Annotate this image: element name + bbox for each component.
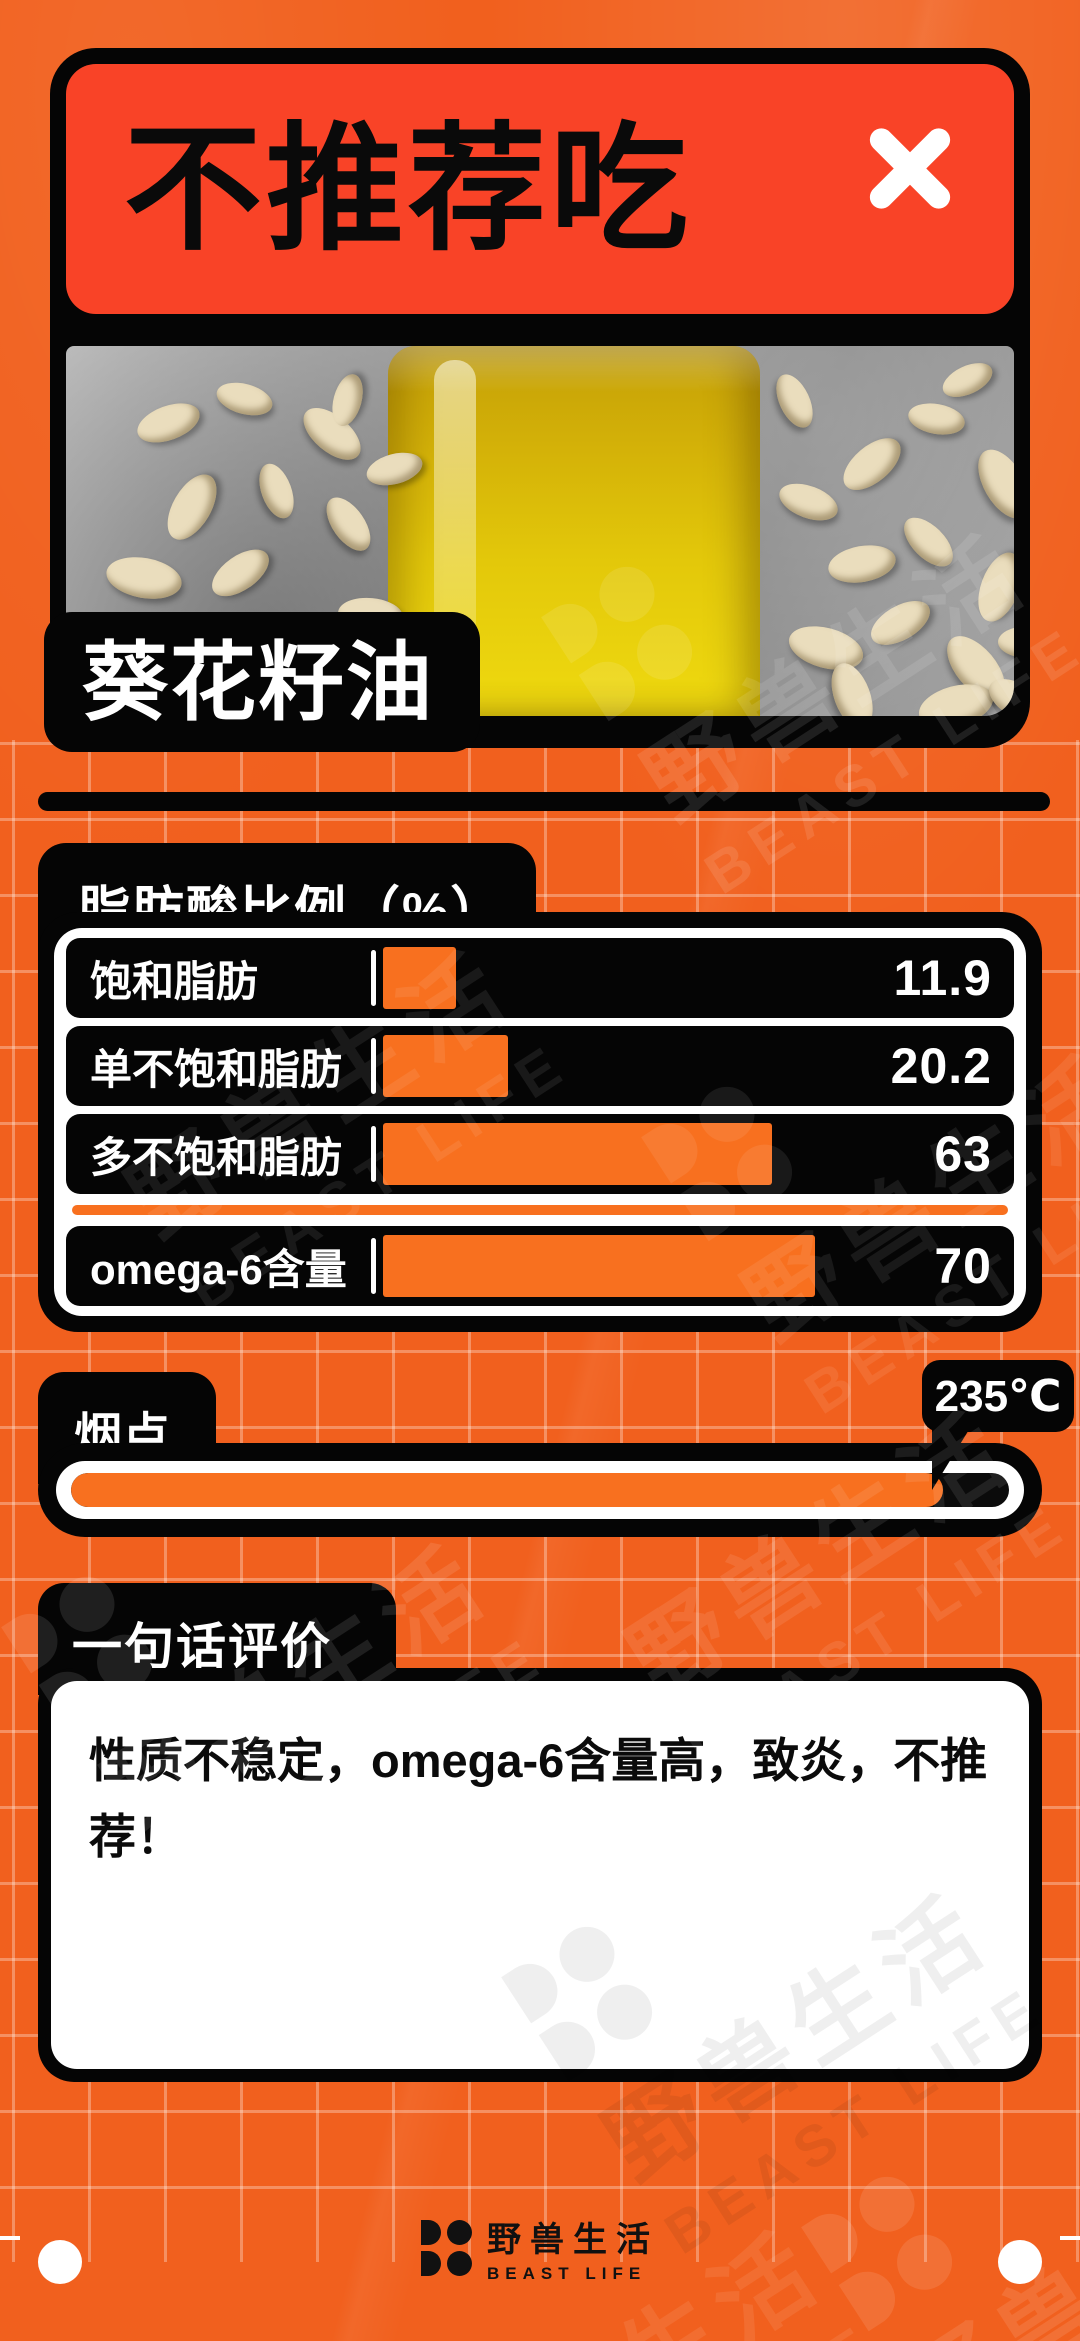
chart-row-label: 单不饱和脂肪 xyxy=(90,1045,343,1093)
bar-fill xyxy=(383,1034,508,1098)
axis-tick xyxy=(371,1038,376,1094)
axis-tick xyxy=(371,1238,376,1294)
smoke-progress-fill xyxy=(71,1473,944,1507)
evaluation-card: 性质不稳定，omega-6含量高，致炎，不推荐！ xyxy=(38,1668,1042,2082)
brand-paw-logo-icon xyxy=(421,2220,472,2276)
chart-row: 多不饱和脂肪 63 xyxy=(66,1114,1014,1194)
chart-group-divider xyxy=(72,1205,1008,1215)
chart-row: 饱和脂肪 11.9 xyxy=(66,938,1014,1018)
chart-row-label: omega-6含量 xyxy=(90,1245,347,1293)
close-icon[interactable] xyxy=(858,116,962,220)
verdict-title: 不推荐吃 xyxy=(124,113,693,267)
fatty-acid-chart: 饱和脂肪 11.9 单不饱和脂肪 20.2 多不饱和脂肪 63 omega-6含量 70 xyxy=(38,912,1042,1332)
axis-tick xyxy=(371,1126,376,1182)
bar-track xyxy=(383,946,1000,1010)
product-card: 不推荐吃 xyxy=(50,48,1030,748)
bar-fill xyxy=(383,946,457,1010)
brand-footer: 野兽生活 BEAST LIFE xyxy=(0,2212,1080,2284)
bar-fill xyxy=(383,1234,815,1298)
bar-fill xyxy=(383,1122,772,1186)
decor-dot-left xyxy=(38,2240,82,2284)
chart-row: 单不饱和脂肪 20.2 xyxy=(66,1026,1014,1106)
brand-name-en: BEAST LIFE xyxy=(487,2264,647,2283)
decor-dot-right xyxy=(998,2240,1042,2284)
verdict-header: 不推荐吃 xyxy=(66,64,1014,314)
chart-row-value: 20.2 xyxy=(890,1038,992,1094)
axis-tick xyxy=(371,950,376,1006)
chart-row: omega-6含量 70 xyxy=(66,1226,1014,1306)
watermark-text-en: BEAST LIFE xyxy=(487,2309,891,2341)
chart-row-value: 63 xyxy=(934,1126,992,1182)
bar-track xyxy=(383,1122,1000,1186)
smoke-value-badge: 235℃ xyxy=(922,1360,1074,1490)
section-divider xyxy=(38,792,1050,811)
chart-row-label: 饱和脂肪 xyxy=(90,957,259,1005)
decor-dash-left xyxy=(0,2236,20,2240)
seed-illustration xyxy=(998,626,1014,658)
chart-row-label: 多不饱和脂肪 xyxy=(90,1133,343,1181)
chart-row-value: 70 xyxy=(934,1238,992,1294)
smoke-progress-track xyxy=(71,1473,1009,1507)
smoke-progress-bar xyxy=(38,1443,1042,1537)
chart-rows: 饱和脂肪 11.9 单不饱和脂肪 20.2 多不饱和脂肪 63 omega-6含量 70 xyxy=(54,928,1026,1316)
decor-dash-right xyxy=(1060,2236,1080,2240)
chart-row-value: 11.9 xyxy=(893,950,992,1006)
product-name-label: 葵花籽油 xyxy=(44,612,480,752)
bar-track xyxy=(383,1034,1000,1098)
bar-track xyxy=(383,1234,1000,1298)
evaluation-text: 性质不稳定，omega-6含量高，致炎，不推荐！ xyxy=(51,1681,1029,2069)
brand-name-cn: 野兽生活 xyxy=(487,2221,659,2259)
